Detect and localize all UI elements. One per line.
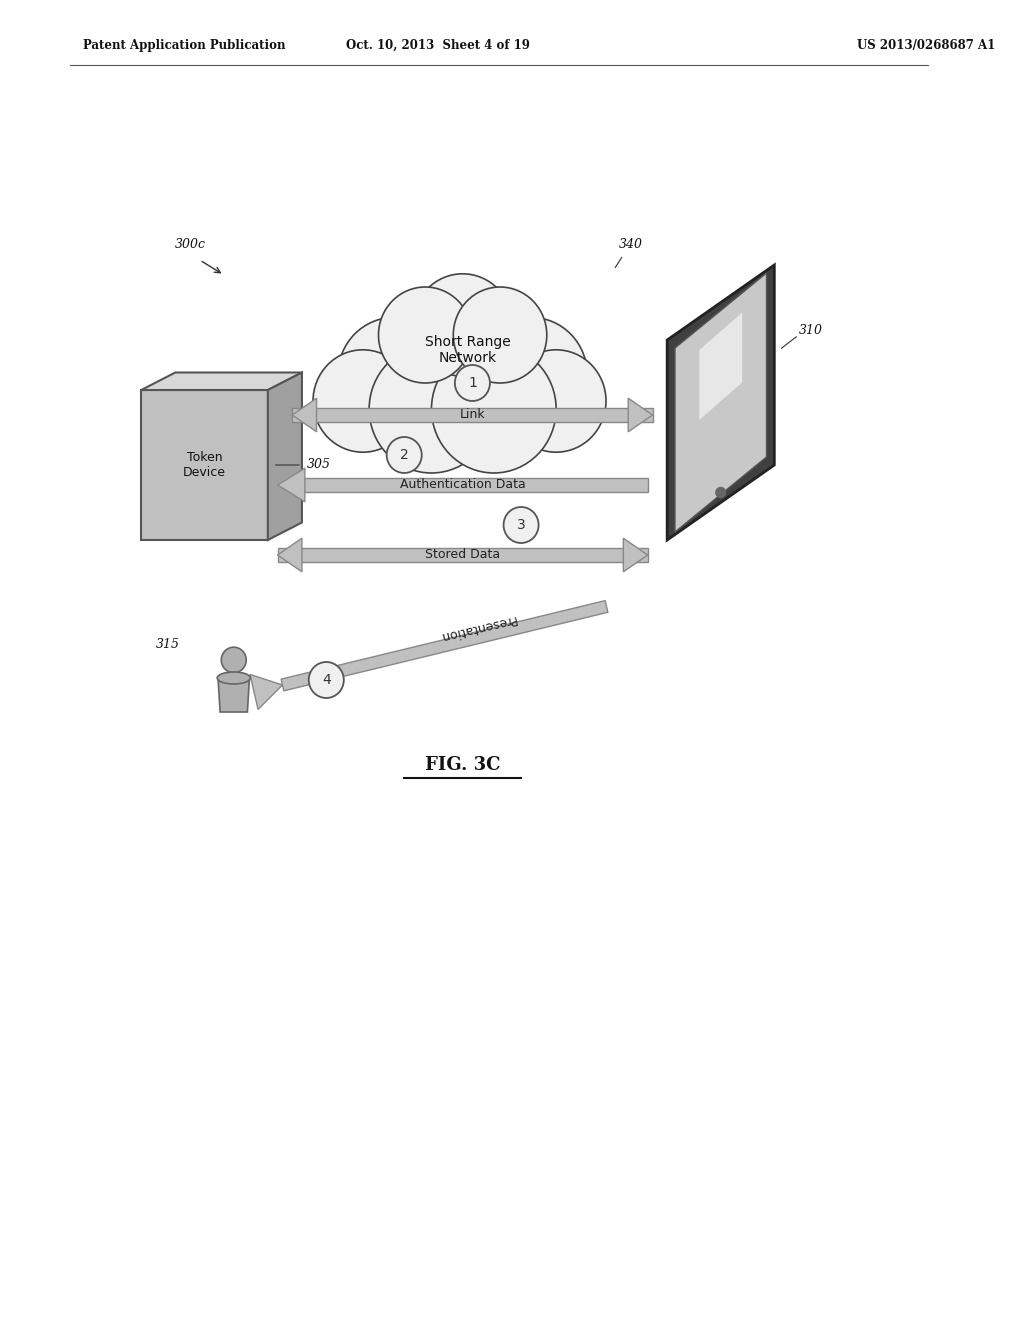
Circle shape [506, 350, 606, 453]
Text: 315: 315 [157, 639, 180, 652]
Text: Presentation: Presentation [437, 612, 517, 643]
Polygon shape [675, 273, 767, 532]
Circle shape [475, 317, 588, 433]
Text: Authentication Data: Authentication Data [399, 479, 525, 491]
Polygon shape [302, 478, 648, 492]
Polygon shape [141, 372, 302, 389]
Circle shape [313, 350, 413, 453]
Circle shape [387, 437, 422, 473]
Polygon shape [268, 372, 302, 540]
Text: Link: Link [460, 408, 485, 421]
Text: 3: 3 [517, 517, 525, 532]
Text: FIG. 3C: FIG. 3C [425, 756, 501, 774]
Polygon shape [699, 313, 742, 420]
Circle shape [413, 273, 512, 376]
Circle shape [309, 663, 344, 698]
Text: 1: 1 [468, 376, 477, 389]
Text: 305: 305 [307, 458, 331, 471]
Polygon shape [292, 408, 652, 422]
Polygon shape [278, 469, 305, 502]
Text: 2: 2 [399, 447, 409, 462]
Ellipse shape [217, 672, 250, 684]
Text: 300c: 300c [175, 239, 206, 252]
Text: 4: 4 [322, 673, 331, 686]
Polygon shape [278, 548, 648, 562]
Polygon shape [250, 675, 283, 709]
Text: Oct. 10, 2013  Sheet 4 of 19: Oct. 10, 2013 Sheet 4 of 19 [346, 38, 530, 51]
Circle shape [394, 279, 531, 420]
Polygon shape [624, 539, 648, 572]
Text: Patent Application Publication: Patent Application Publication [83, 38, 286, 51]
Text: US 2013/0268687 A1: US 2013/0268687 A1 [857, 38, 995, 51]
Text: Token
Device: Token Device [183, 451, 226, 479]
Circle shape [221, 647, 246, 673]
Circle shape [716, 487, 726, 498]
Polygon shape [278, 539, 302, 572]
Text: 310: 310 [799, 323, 822, 337]
Polygon shape [282, 601, 608, 690]
Polygon shape [292, 399, 316, 432]
Polygon shape [141, 389, 268, 540]
Circle shape [379, 286, 472, 383]
Circle shape [455, 366, 489, 401]
Polygon shape [218, 680, 249, 711]
Text: Short Range
Network: Short Range Network [425, 335, 510, 366]
Circle shape [338, 317, 451, 433]
Circle shape [431, 345, 556, 473]
Polygon shape [628, 399, 652, 432]
Polygon shape [668, 265, 774, 540]
Text: Stored Data: Stored Data [425, 549, 500, 561]
Circle shape [454, 286, 547, 383]
Circle shape [369, 345, 494, 473]
Circle shape [504, 507, 539, 543]
Text: 340: 340 [618, 239, 642, 252]
